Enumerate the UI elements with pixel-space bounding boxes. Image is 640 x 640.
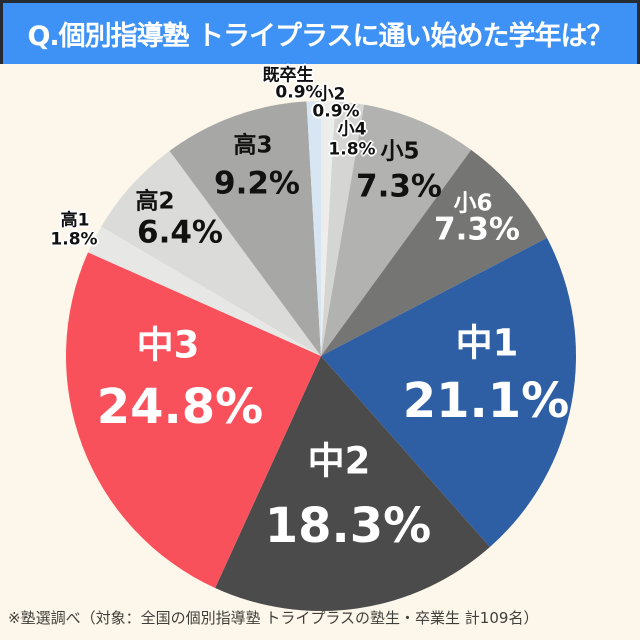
source-note: ※塾選調べ（対象：全国の個別指導塾 トライプラスの塾生・卒業生 計109名） — [8, 609, 539, 627]
pie-slice — [321, 149, 547, 356]
chart-title: Q.個別指導塾 トライプラスに通い始めた学年は？ — [27, 21, 613, 52]
pie-slice — [321, 104, 472, 357]
pie-slice — [215, 356, 490, 611]
pie-slice — [169, 101, 321, 356]
pie-slice — [321, 101, 336, 356]
pie-slice — [88, 226, 322, 356]
pie-slice — [321, 101, 365, 356]
pie-slice — [321, 237, 576, 548]
pie-slice — [306, 101, 321, 356]
pie-slice — [65, 252, 322, 588]
pie-slice — [101, 150, 322, 356]
title-bar: Q.個別指導塾 トライプラスに通い始めた学年は？ — [0, 0, 640, 64]
